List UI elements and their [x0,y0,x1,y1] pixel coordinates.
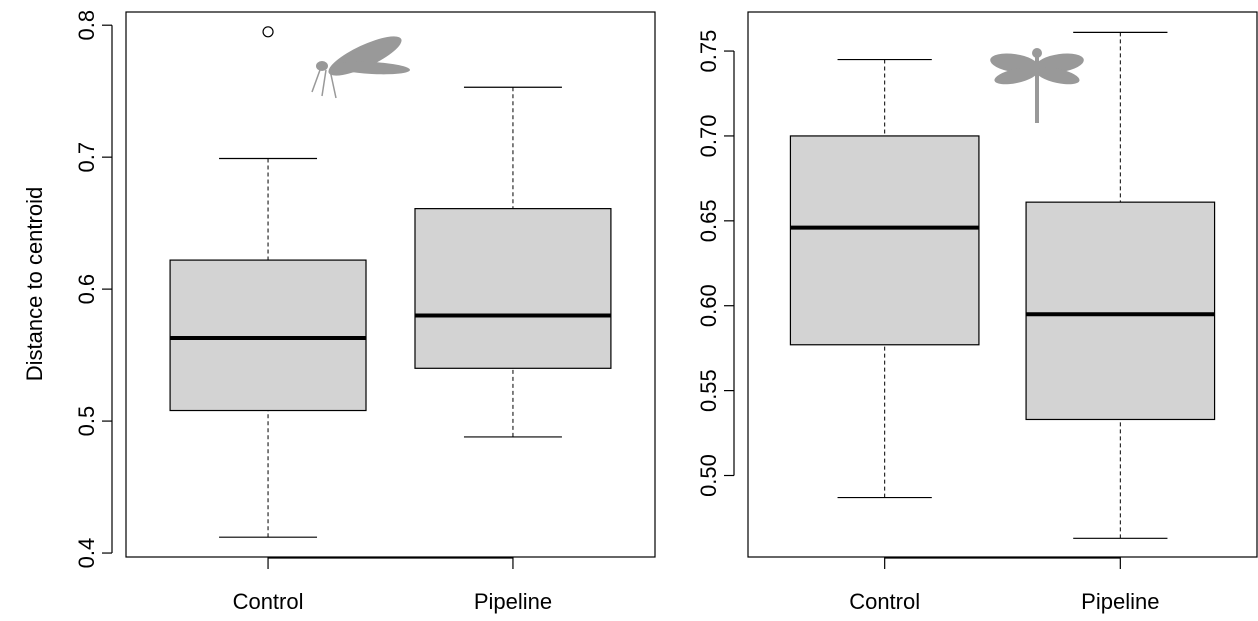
insect-icon [990,48,1084,123]
box [414,208,612,369]
y-tick-label: 0.65 [696,199,721,242]
box [1025,201,1216,421]
plot-frame [125,11,656,558]
insect-icon [311,36,410,99]
y-tick-label: 0.4 [74,538,99,569]
y-tick-label: 0.70 [696,115,721,158]
y-tick-label: 0.5 [74,406,99,437]
x-tick-label: Control [233,589,304,614]
x-tick-label: Pipeline [1081,589,1159,614]
y-tick-label: 0.60 [696,284,721,327]
y-tick-label: 0.50 [696,454,721,497]
box [789,135,980,346]
x-tick-label: Pipeline [474,589,552,614]
y-tick-label: 0.75 [696,30,721,73]
y-tick-label: 0.8 [74,10,99,41]
outlier [262,26,274,38]
box [169,259,367,412]
y-axis-title: Distance to centroid [22,187,47,381]
y-tick-label: 0.6 [74,274,99,305]
y-tick-label: 0.7 [74,142,99,173]
plot-frame [747,11,1258,558]
y-tick-label: 0.55 [696,369,721,412]
x-tick-label: Control [849,589,920,614]
